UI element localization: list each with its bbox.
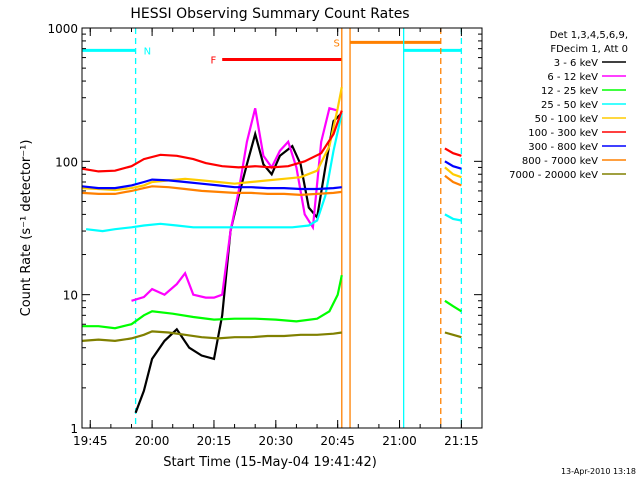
x-tick-label: 20:30 (259, 434, 294, 448)
marker-label-s: S (334, 38, 340, 49)
chart-title: HESSI Observing Summary Count Rates (130, 6, 409, 22)
legend-label: 800 - 7000 keV (522, 156, 598, 167)
x-tick-label: 20:00 (135, 434, 170, 448)
legend-label: 100 - 300 keV (528, 128, 598, 139)
legend-header: FDecim 1, Att 0 (550, 44, 628, 55)
series-line-800-7000-keV (81, 185, 342, 197)
x-axis-label: Start Time (15-May-04 19:41:42) (163, 455, 377, 470)
series-line-25-50-keV (85, 112, 343, 233)
series-line-300-800-keV (81, 178, 342, 191)
series-line-12-25-keV (82, 274, 343, 330)
series-line-6-12-keV (131, 106, 338, 302)
x-tick-label: 19:45 (73, 434, 108, 448)
y-axis-label: Count Rate (s⁻¹ detector⁻¹) (19, 140, 34, 317)
legend-label: 6 - 12 keV (547, 72, 598, 83)
series-line-after-100-300-keV (444, 147, 462, 157)
legend-label: 7000 - 20000 keV (509, 170, 598, 181)
x-tick-label: 21:00 (382, 434, 417, 448)
series-line-after-300-800-keV (444, 160, 462, 170)
x-tick-label: 21:15 (444, 434, 479, 448)
series-line-after-800-7000-keV (444, 174, 462, 187)
legend-label: 50 - 100 keV (535, 114, 599, 125)
marker-label-f: F (210, 56, 216, 67)
legend-label: 300 - 800 keV (528, 142, 598, 153)
legend-label: 25 - 50 keV (541, 100, 598, 111)
series-line-after-7000-20000-keV (444, 331, 462, 339)
y-tick-label: 1 (70, 422, 78, 436)
y-tick-label: 1000 (47, 22, 78, 36)
series-line-100-300-keV (81, 110, 343, 173)
legend-label: 12 - 25 keV (541, 86, 598, 97)
series-line-after-25-50-keV (444, 213, 462, 222)
y-tick-label: 100 (55, 155, 78, 169)
legend-label: 3 - 6 keV (554, 58, 598, 69)
x-tick-label: 20:15 (197, 434, 232, 448)
plot-frame (81, 27, 483, 429)
y-tick-label: 10 (63, 289, 78, 303)
timestamp: 13-Apr-2010 13:18 (561, 467, 636, 476)
series-line-after-50-100-keV (444, 166, 462, 179)
legend-header: Det 1,3,4,5,6,9, (550, 30, 628, 41)
x-tick-label: 20:45 (320, 434, 355, 448)
series-line-50-100-keV (81, 86, 343, 192)
series-line-after-12-25-keV (444, 299, 462, 313)
marker-label-n: N (144, 46, 151, 57)
series-line-7000-20000-keV (81, 330, 342, 343)
